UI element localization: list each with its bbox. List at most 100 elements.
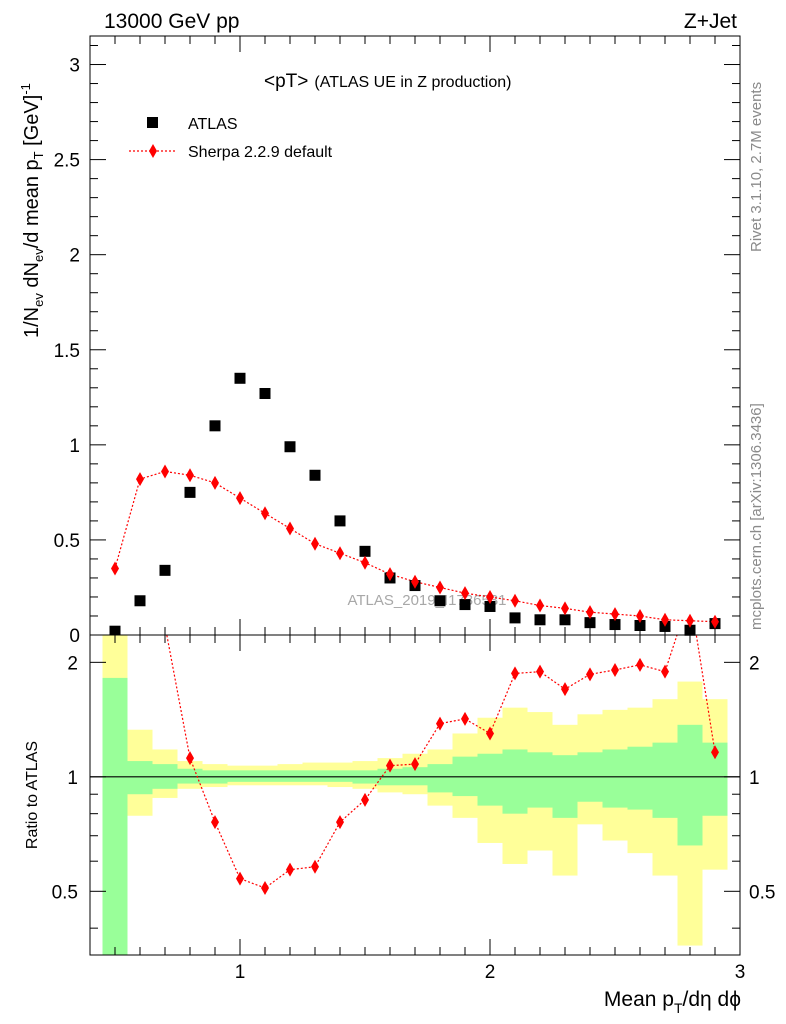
ratio-band-green — [127, 761, 153, 795]
ratio-band-green — [327, 770, 353, 782]
ratio-ytick-label-right: 1 — [749, 768, 760, 789]
ratio-band-green — [502, 749, 528, 814]
atlas-data-point — [309, 469, 321, 481]
ratio-sherpa-point — [461, 711, 469, 726]
ratio-band-green — [677, 724, 703, 846]
ratio-ytick-label: 0.5 — [52, 882, 78, 903]
plot-title-sub: (ATLAS UE in Z production) — [314, 74, 511, 91]
ratio-sherpa-point — [561, 682, 569, 697]
atlas-data-point — [284, 441, 296, 453]
ratio-sherpa-point — [311, 859, 319, 874]
ratio-band-green — [627, 746, 653, 810]
header-process-label: Z+Jet — [684, 10, 737, 33]
atlas-data-point — [334, 515, 346, 527]
ratio-ytick-label: 1 — [67, 768, 78, 789]
sherpa-data-point — [636, 608, 644, 623]
xlabel-part-1: Mean p — [604, 988, 674, 1011]
main-y-axis-label: 1/Nev dNev/d mean pT [GeV]-1 — [18, 83, 46, 338]
sherpa-data-point — [336, 546, 344, 561]
ylabel-sup-4: -1 — [18, 83, 33, 95]
ratio-sherpa-point — [186, 751, 194, 766]
atlas-data-point — [234, 372, 246, 384]
ratio-sherpa-point — [236, 871, 244, 886]
ratio-band-green — [227, 770, 253, 782]
sherpa-data-point — [311, 536, 319, 551]
xlabel-part-2: /dη dϕ — [683, 988, 741, 1011]
sherpa-data-point — [111, 561, 119, 576]
atlas-data-point — [259, 387, 271, 399]
legend-atlas-marker — [147, 117, 158, 128]
atlas-data-point — [159, 564, 171, 576]
ratio-band-green — [302, 770, 328, 782]
main-sherpa-points — [111, 464, 719, 629]
atlas-data-point — [434, 595, 446, 607]
ratio-sherpa-point — [386, 758, 394, 773]
ratio-sherpa-point — [436, 716, 444, 731]
xlabel-sub-1: T — [674, 1000, 683, 1016]
ylabel-part-4: [GeV] — [21, 95, 43, 152]
legend-atlas-label: ATLAS — [188, 116, 238, 133]
sherpa-data-point — [236, 491, 244, 506]
sherpa-data-point — [561, 601, 569, 616]
main-panel: ATLAS_2019_I1736531 0 0.5 1 1.5 2 2.5 3 <pT> (A… — [18, 35, 741, 647]
ratio-sherpa-point — [661, 664, 669, 679]
ratio-sherpa-point — [611, 662, 619, 677]
legend-sherpa-label: Sherpa 2.2.9 default — [188, 144, 333, 161]
ratio-sherpa-point — [261, 881, 269, 896]
ratio-band-green — [552, 755, 578, 818]
ratio-ytick-label: 2 — [67, 653, 78, 674]
sherpa-data-point — [211, 475, 219, 490]
plot-title: <pT> (ATLAS UE in Z production) — [264, 71, 511, 92]
atlas-data-point — [684, 624, 696, 636]
atlas-data-point — [534, 614, 546, 626]
ratio-sherpa-point — [711, 745, 719, 760]
atlas-data-point — [109, 625, 121, 637]
ratio-band-green — [427, 764, 453, 793]
main-ytick-label: 2 — [69, 246, 80, 267]
sherpa-data-point — [486, 589, 494, 604]
ylabel-sub-2: ev — [31, 248, 46, 262]
sherpa-data-point — [136, 472, 144, 487]
sherpa-data-point — [386, 567, 394, 582]
ratio-sherpa-point — [536, 664, 544, 679]
ylabel-sub-1: ev — [31, 293, 46, 307]
sherpa-data-point — [536, 598, 544, 613]
main-ytick-label: 0.5 — [54, 531, 80, 552]
atlas-data-point — [209, 420, 221, 432]
sherpa-data-point — [186, 468, 194, 483]
x-tick-label: 2 — [485, 962, 496, 983]
sherpa-data-point — [411, 574, 419, 589]
rivet-version-label: Rivet 3.1.10, 2.7M events — [748, 82, 765, 252]
analysis-watermark: ATLAS_2019_I1736531 — [347, 592, 506, 609]
ylabel-part-3: /d mean p — [21, 159, 43, 248]
ratio-band-green — [252, 770, 278, 782]
ratio-sherpa-point — [286, 862, 294, 877]
ratio-band-green — [527, 752, 553, 808]
atlas-data-point — [634, 619, 646, 631]
ratio-uncertainty-bands — [102, 635, 728, 955]
ratio-sherpa-points — [186, 657, 719, 896]
sherpa-data-point — [261, 506, 269, 521]
ratio-sherpa-point — [361, 792, 369, 807]
main-ytick-label: 2.5 — [54, 151, 80, 172]
sherpa-data-point — [511, 593, 519, 608]
ratio-band-green — [177, 768, 203, 784]
atlas-data-point — [559, 614, 571, 626]
atlas-data-point — [484, 600, 496, 612]
ratio-band-green — [652, 742, 678, 818]
ratio-band-green — [102, 677, 128, 955]
legend: ATLAS Sherpa 2.2.9 default — [129, 116, 333, 161]
sherpa-data-point — [161, 464, 169, 479]
legend-sherpa-marker — [149, 144, 157, 158]
ratio-sherpa-point — [511, 666, 519, 681]
x-tick-label: 3 — [735, 962, 746, 983]
ratio-sherpa-point — [336, 815, 344, 830]
header-energy-label: 13000 GeV pp — [104, 10, 239, 33]
ratio-sherpa-point — [411, 757, 419, 772]
atlas-data-point — [359, 545, 371, 557]
ratio-y-axis-label: Ratio to ATLAS — [24, 741, 41, 849]
sherpa-data-point — [661, 612, 669, 627]
ratio-ytick-label-right: 2 — [749, 653, 760, 674]
sherpa-data-point — [586, 605, 594, 620]
sherpa-data-point — [361, 555, 369, 570]
